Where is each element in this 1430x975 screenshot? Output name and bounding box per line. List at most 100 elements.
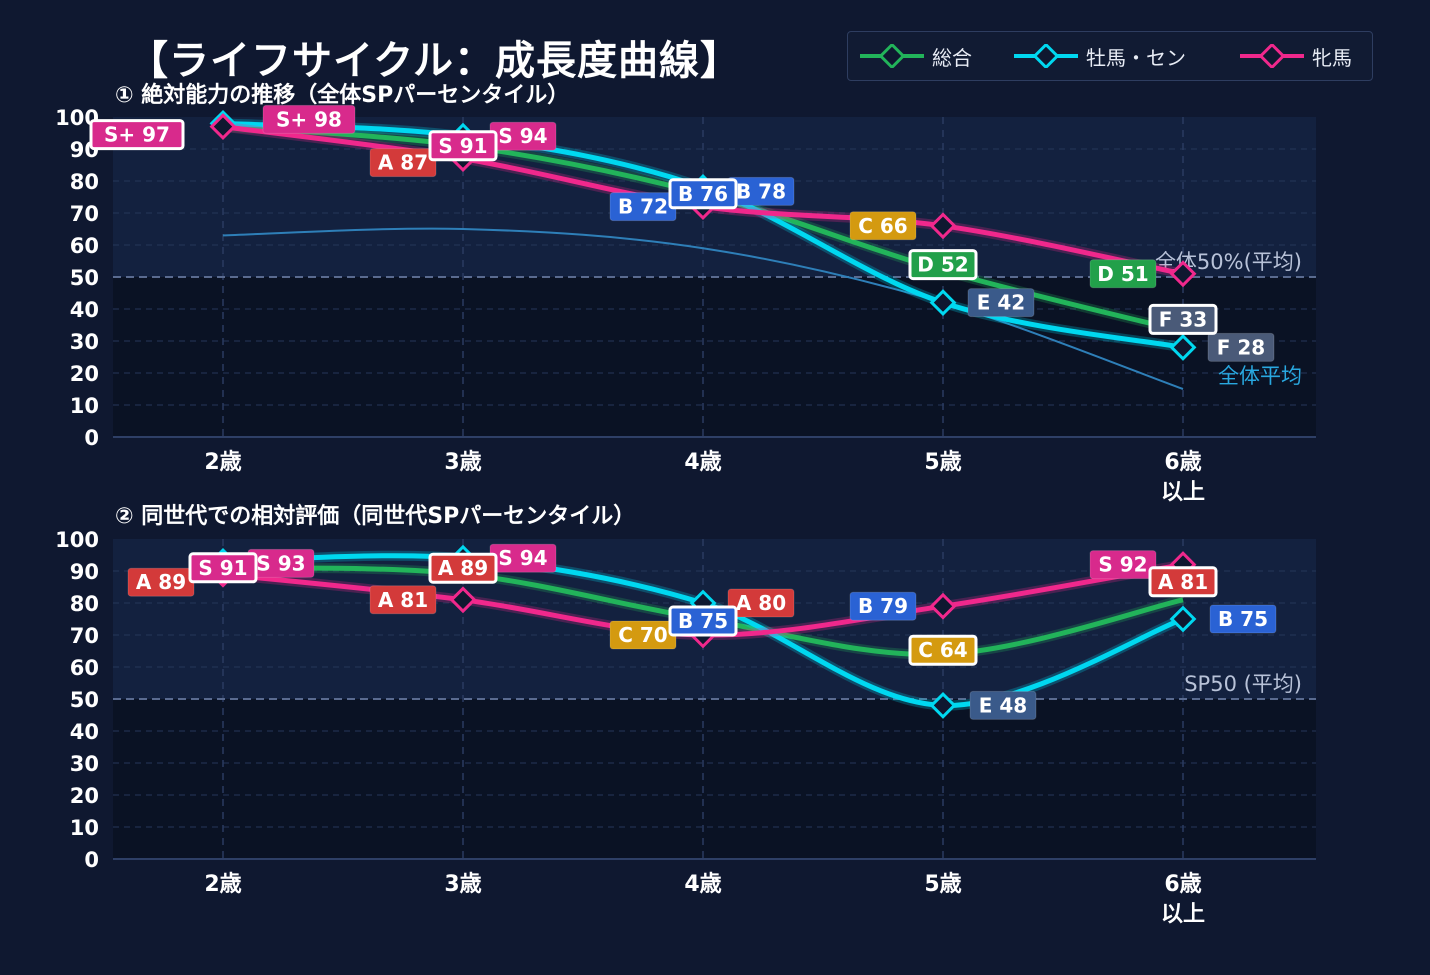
data-label-stallion: A 80 (727, 588, 795, 618)
average-curve (222, 227, 1184, 390)
legend-item-stallion: 牡馬・セン (1014, 32, 1186, 80)
legend: 総合 牡馬・セン 牝馬 (847, 31, 1373, 81)
data-label-text: F 28 (1217, 335, 1265, 359)
data-label-mare: C 66 (849, 211, 917, 241)
data-label-text: E 42 (977, 291, 1025, 315)
chart-title: ② 同世代での相対評価（同世代SPパーセンタイル） (115, 503, 635, 529)
data-label-text: B 79 (858, 594, 908, 618)
data-label-stallion: S+ 98 (262, 104, 356, 134)
point-marker-mare (929, 592, 957, 620)
x-tick-label: 2歳 (204, 872, 241, 897)
data-label-stallion: B 75 (1209, 604, 1277, 634)
y-tick-label: 30 (70, 752, 99, 776)
data-label-mare: A 81 (369, 585, 437, 615)
data-label-text: A 81 (1158, 570, 1208, 594)
y-tick-label: 0 (84, 426, 99, 450)
x-tick-label: 3歳 (444, 872, 481, 897)
data-label-text: A 89 (438, 556, 488, 580)
chart-1: ① 絶対能力の推移（全体SPパーセンタイル）010203040506070809… (55, 82, 1316, 505)
y-tick-label: 20 (70, 362, 99, 386)
data-label-text: D 51 (1097, 262, 1148, 286)
data-label-box (1148, 566, 1218, 598)
point-marker-mare (209, 113, 237, 141)
average-curve-label: 全体平均 (1218, 364, 1302, 388)
data-label-box (969, 690, 1037, 720)
data-label-text: B 75 (1218, 607, 1268, 631)
data-label-stallion: E 42 (967, 288, 1035, 318)
data-label-text: B 76 (678, 182, 728, 206)
data-label-text: C 64 (918, 638, 967, 662)
data-label-total: S 91 (188, 552, 258, 584)
data-label-text: A 89 (136, 570, 186, 594)
data-label-stallion: F 28 (1207, 332, 1275, 362)
chart-title: ① 絶対能力の推移（全体SPパーセンタイル） (115, 82, 569, 108)
point-marker-mare (929, 212, 957, 240)
legend-label-total: 総合 (932, 45, 972, 70)
legend-marker-stallion-icon (1014, 44, 1078, 68)
data-label-text: S 93 (256, 551, 305, 575)
y-tick-label: 70 (70, 202, 99, 226)
data-label-mare: C 70 (609, 620, 677, 650)
y-tick-label: 10 (70, 394, 99, 418)
data-label-text: A 81 (378, 588, 428, 612)
y-tick-label: 100 (55, 528, 99, 552)
data-label-box (668, 605, 738, 637)
data-label-box (428, 130, 498, 162)
data-label-box (908, 634, 978, 666)
y-tick-label: 50 (70, 688, 99, 712)
y-tick-label: 40 (70, 720, 99, 744)
chart-2: ② 同世代での相対評価（同世代SPパーセンタイル） 0 10 20 30 40 50 60 70… (55, 503, 1316, 927)
data-label-total: S+ 97 (89, 119, 185, 151)
y-tick-label: 10 (70, 816, 99, 840)
x-tick-label: 4歳 (684, 872, 721, 897)
data-label-text: B 72 (618, 195, 668, 219)
data-label-box (369, 585, 437, 615)
data-label-box (1207, 332, 1275, 362)
point-marker-stallion (929, 289, 957, 317)
data-label-text: C 70 (618, 623, 667, 647)
data-label-box (908, 249, 978, 281)
data-label-box (1209, 604, 1277, 634)
x-tick-label: 3歳 (444, 450, 481, 475)
data-label-text: B 75 (678, 609, 728, 633)
point-marker-mare (449, 586, 477, 614)
reference-line-label: SP50 (平均) (1184, 672, 1302, 696)
data-label-box (727, 588, 795, 618)
x-tick-label: 4歳 (684, 450, 721, 475)
y-tick-label: 90 (70, 560, 99, 584)
data-label-mare: S 92 (1089, 550, 1157, 580)
data-label-text: B 78 (736, 179, 786, 203)
page-title: 【ライフサイクル：成長度曲線】 (128, 38, 741, 84)
data-label-box (849, 211, 917, 241)
data-label-box (1089, 259, 1157, 289)
data-label-text: E 48 (979, 693, 1027, 717)
point-marker-stallion (1169, 605, 1197, 633)
data-label-box (967, 288, 1035, 318)
legend-label-stallion: 牡馬・セン (1086, 45, 1186, 70)
data-label-stallion: E 48 (969, 690, 1037, 720)
data-label-total: A 89 (428, 552, 498, 584)
data-label-box (89, 119, 185, 151)
data-label-text: S 94 (498, 546, 547, 570)
data-label-mare: A 89 (127, 567, 195, 597)
data-label-total: B 76 (668, 178, 738, 210)
data-label-text: D 52 (917, 253, 968, 277)
y-tick-label: 60 (70, 234, 99, 258)
point-marker-stallion (1169, 333, 1197, 361)
data-label-stallion: S 94 (489, 543, 557, 573)
data-label-stallion: B 78 (727, 176, 795, 206)
legend-item-mare: 牝馬 (1240, 32, 1352, 80)
data-label-text: F 33 (1159, 307, 1207, 331)
plot-area-lower (113, 277, 1316, 437)
data-label-total: A 81 (1148, 566, 1218, 598)
y-tick-label: 0 (84, 848, 99, 872)
data-label-box (1148, 303, 1218, 335)
data-label-box (1089, 550, 1157, 580)
x-tick-label: 2歳 (204, 450, 241, 475)
x-tick-label: 6歳 (1164, 450, 1201, 475)
legend-item-total: 総合 (860, 32, 972, 80)
data-label-mare: A 87 (369, 148, 437, 178)
data-label-text: S 94 (498, 124, 547, 148)
